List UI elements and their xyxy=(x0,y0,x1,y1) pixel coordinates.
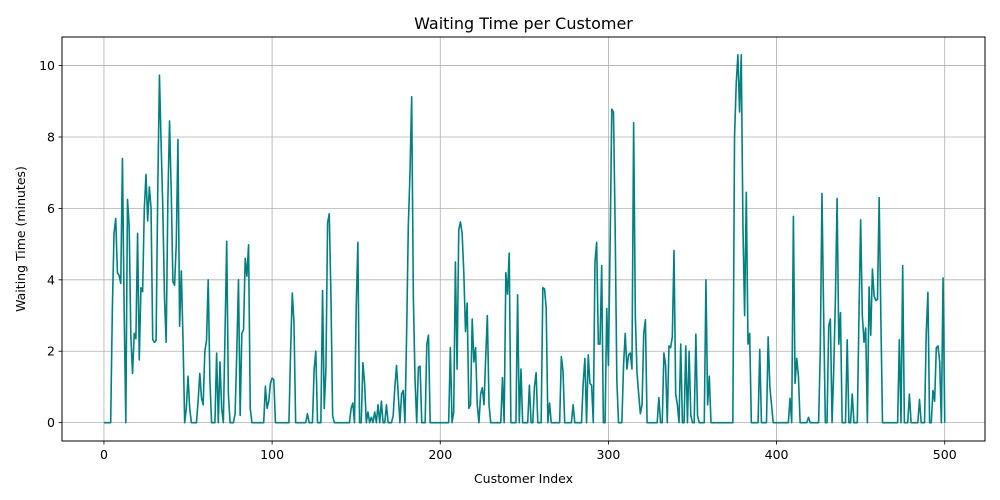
x-tick-label: 100 xyxy=(260,447,284,462)
x-tick-label: 400 xyxy=(765,447,789,462)
x-axis-ticks: 0 100 200 300 400 500 xyxy=(100,441,957,462)
x-tick-label: 200 xyxy=(428,447,452,462)
series-layer xyxy=(103,54,946,424)
y-tick-label: 6 xyxy=(47,201,55,216)
x-axis-label: Customer Index xyxy=(474,471,573,486)
x-tick-label: 0 xyxy=(100,447,108,462)
y-tick-label: 8 xyxy=(47,129,55,144)
chart-title: Waiting Time per Customer xyxy=(414,14,633,33)
y-tick-label: 10 xyxy=(39,58,55,73)
x-tick-label: 300 xyxy=(596,447,620,462)
y-tick-label: 2 xyxy=(47,344,55,359)
grid-lines xyxy=(62,37,985,441)
y-tick-label: 4 xyxy=(47,272,55,287)
plot-frame xyxy=(61,36,986,442)
series-line-waiting-time xyxy=(103,54,946,424)
y-axis-ticks: 0 2 4 6 8 10 xyxy=(39,58,62,430)
y-axis-label: Waiting Time (minutes) xyxy=(13,166,28,312)
y-tick-label: 0 xyxy=(47,415,55,430)
x-tick-label: 500 xyxy=(933,447,957,462)
